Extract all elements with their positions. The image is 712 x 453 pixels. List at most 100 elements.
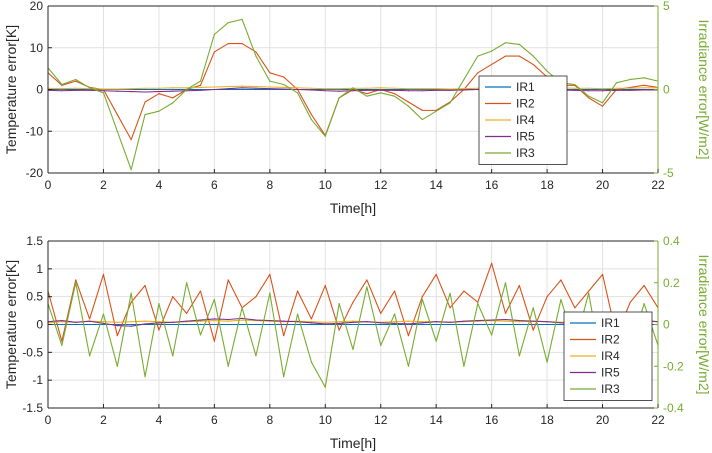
data-point-ir2 — [199, 290, 202, 292]
data-point-ir5 — [116, 90, 118, 92]
data-point-ir2 — [324, 284, 326, 287]
data-point-ir5 — [449, 89, 451, 91]
data-point-ir3 — [504, 282, 507, 284]
data-point-ir3 — [463, 365, 465, 367]
data-point-ir3 — [158, 110, 160, 112]
data-point-ir4 — [116, 321, 118, 323]
data-point-ir5 — [269, 320, 271, 322]
data-point-ir1 — [338, 323, 340, 326]
data-point-ir3 — [324, 386, 326, 388]
data-point-ir2 — [366, 279, 368, 281]
data-point-ir3 — [116, 365, 118, 367]
y-tick-label: 0 — [36, 83, 43, 97]
x-tick-label: 18 — [540, 178, 554, 192]
data-point-ir4 — [421, 88, 423, 90]
data-point-ir3 — [491, 50, 493, 52]
data-point-ir4 — [213, 86, 215, 88]
data-point-ir5 — [61, 320, 63, 322]
data-point-ir2 — [61, 84, 63, 86]
data-point-ir2 — [102, 273, 105, 275]
legend-label-ir3: IR3 — [516, 146, 535, 160]
data-point-ir4 — [158, 321, 160, 323]
legend-label-ir1: IR1 — [601, 316, 620, 330]
data-point-ir4 — [186, 87, 188, 89]
data-point-ir1 — [158, 323, 160, 326]
data-point-ir3 — [75, 282, 77, 284]
data-point-ir1 — [130, 323, 132, 326]
data-point-ir5 — [172, 90, 174, 92]
y-tick-label: 20 — [30, 0, 44, 13]
data-point-ir3 — [227, 22, 229, 24]
data-point-ir3 — [449, 292, 451, 294]
data-point-ir2 — [172, 97, 174, 99]
data-point-ir4 — [449, 88, 451, 90]
x-tick-label: 2 — [100, 413, 107, 427]
data-point-ir1 — [255, 323, 257, 326]
data-point-ir3 — [435, 110, 437, 112]
data-point-ir5 — [407, 90, 410, 92]
y-axis-label: Temperature error[K] — [3, 25, 19, 154]
data-point-ir2 — [407, 335, 410, 337]
data-point-ir1 — [296, 323, 299, 326]
data-point-ir3 — [421, 298, 423, 301]
data-point-ir1 — [421, 323, 423, 326]
x-tick-label: 0 — [45, 413, 52, 427]
data-point-ir5 — [574, 89, 576, 91]
data-point-ir5 — [532, 320, 534, 322]
data-point-ir3 — [88, 87, 91, 89]
data-point-ir3 — [532, 55, 534, 57]
data-point-ir1 — [560, 323, 562, 326]
data-point-ir3 — [144, 376, 146, 378]
x-tick-label: 6 — [211, 178, 218, 192]
data-point-ir4 — [407, 320, 410, 322]
data-point-ir1 — [75, 323, 77, 326]
data-point-ir5 — [601, 90, 604, 92]
legend-label-ir4: IR4 — [601, 349, 620, 363]
data-point-ir5 — [213, 88, 215, 91]
data-point-ir2 — [144, 284, 146, 287]
data-point-ir4 — [227, 85, 229, 88]
data-point-ir5 — [380, 322, 382, 324]
series-group — [48, 262, 658, 388]
data-point-ir5 — [477, 88, 479, 91]
data-point-ir4 — [116, 88, 118, 90]
data-point-ir3 — [296, 92, 299, 94]
data-point-ir4 — [130, 321, 132, 323]
y-right-tick-label: 0 — [663, 83, 670, 97]
data-point-ir5 — [102, 322, 105, 324]
data-point-ir5 — [435, 321, 437, 323]
data-point-ir2 — [532, 63, 534, 66]
data-point-ir5 — [629, 89, 631, 91]
data-point-ir1 — [255, 88, 257, 91]
data-point-ir5 — [324, 323, 326, 325]
data-point-ir3 — [532, 307, 534, 309]
data-point-ir2 — [269, 72, 271, 74]
data-point-ir3 — [186, 88, 188, 91]
data-point-ir1 — [504, 323, 507, 326]
data-point-ir3 — [421, 118, 423, 121]
data-point-ir5 — [158, 322, 160, 324]
x-tick-label: 2 — [100, 178, 107, 192]
data-point-ir3 — [504, 42, 507, 44]
data-point-ir3 — [75, 78, 77, 81]
data-point-ir2 — [352, 301, 354, 303]
data-point-ir4 — [310, 321, 313, 323]
y-right-tick-label: 0 — [663, 318, 670, 332]
data-point-ir3 — [102, 313, 105, 315]
x-axis-label: Time[h] — [330, 435, 376, 451]
data-point-ir5 — [283, 320, 285, 322]
data-point-ir3 — [643, 77, 645, 79]
chart-panel-1: 0 2 4 6 8 10 12 14 16 18 20 22 20 10 0 -10 -20 5 0 -5 Time[h… — [3, 0, 712, 216]
data-point-ir3 — [144, 113, 146, 116]
data-point-ir3 — [310, 118, 313, 121]
y-tick-label: -1.5 — [22, 401, 43, 415]
data-point-ir4 — [75, 87, 77, 89]
data-point-ir2 — [116, 335, 118, 337]
data-point-ir1 — [269, 323, 271, 326]
data-point-ir3 — [366, 95, 368, 97]
data-point-ir3 — [629, 78, 631, 81]
data-point-ir3 — [199, 334, 202, 336]
y-tick-label: 1.5 — [26, 234, 43, 248]
data-point-ir3 — [393, 313, 396, 315]
data-point-ir1 — [546, 323, 548, 326]
